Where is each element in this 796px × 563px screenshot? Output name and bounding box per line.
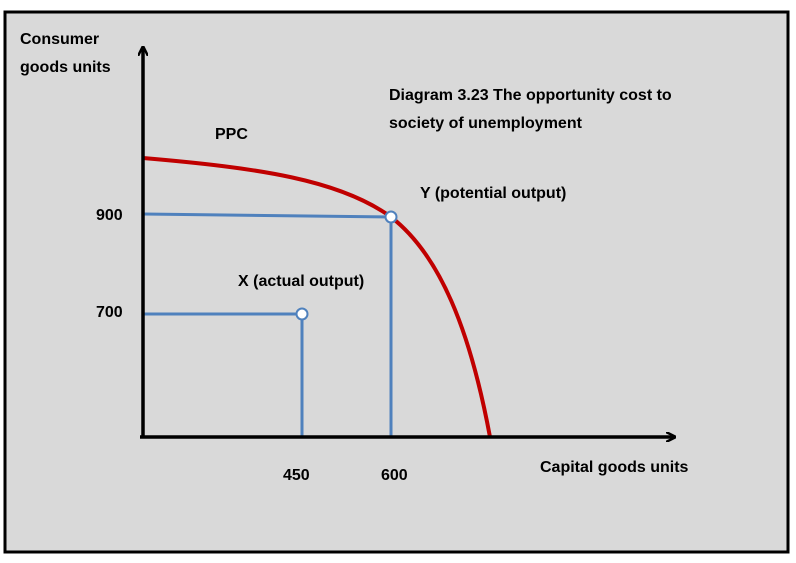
y-axis-label: Consumer xyxy=(20,31,99,48)
frame xyxy=(3,10,790,554)
y-tick-label: 900 xyxy=(96,207,123,224)
x-tick-label: 600 xyxy=(381,467,408,484)
curve-label: PPC xyxy=(215,126,248,143)
y-tick-label: 700 xyxy=(96,304,123,321)
point-x xyxy=(295,307,309,321)
point-y xyxy=(384,210,398,224)
title: society of unemployment xyxy=(389,115,583,132)
x-tick-label: 450 xyxy=(283,467,310,484)
y-axis-label: goods units xyxy=(20,59,111,76)
point-label: X (actual output) xyxy=(238,273,364,290)
x-axis-label: Capital goods units xyxy=(540,459,689,476)
point-label: Y (potential output) xyxy=(420,185,566,202)
title: Diagram 3.23 The opportunity cost to xyxy=(389,87,672,104)
